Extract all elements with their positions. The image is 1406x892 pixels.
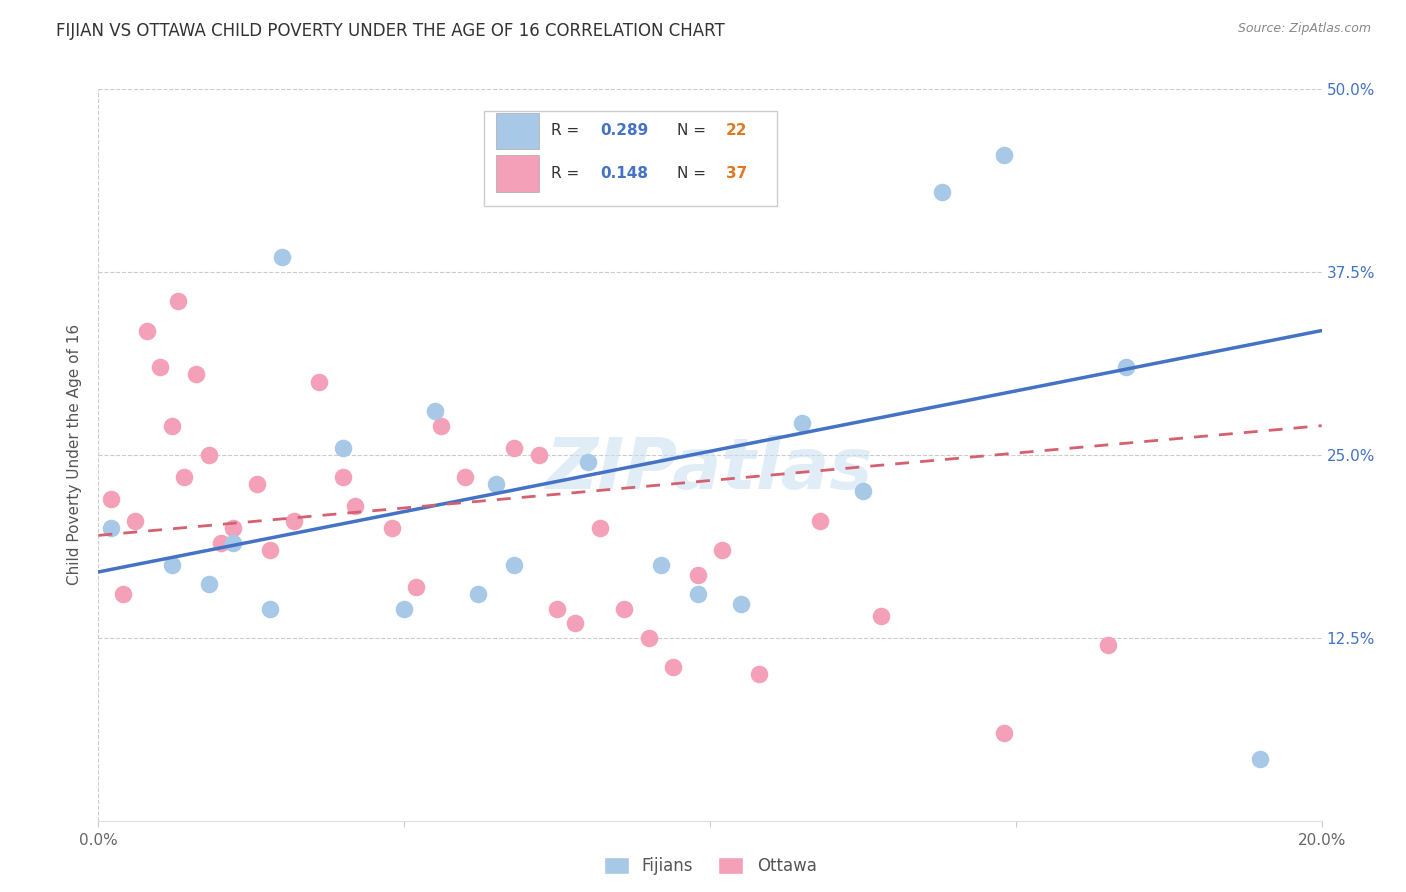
Text: 0.148: 0.148 — [600, 166, 648, 181]
Point — [149, 360, 172, 375]
FancyBboxPatch shape — [496, 155, 538, 192]
Point — [589, 521, 612, 535]
Point — [197, 448, 219, 462]
Point — [931, 185, 953, 199]
Point — [576, 455, 599, 469]
Point — [173, 470, 195, 484]
Point — [197, 576, 219, 591]
Point — [748, 667, 770, 681]
Text: R =: R = — [551, 166, 583, 181]
Text: ZIPatlas: ZIPatlas — [547, 435, 873, 504]
Point — [686, 567, 709, 582]
Point — [270, 251, 292, 265]
Point — [503, 558, 526, 572]
Point — [111, 587, 134, 601]
Point — [808, 514, 831, 528]
Point — [993, 148, 1015, 162]
Point — [686, 587, 709, 601]
Point — [344, 499, 367, 513]
Point — [527, 448, 550, 462]
Point — [662, 660, 685, 674]
Point — [1097, 638, 1119, 652]
Text: N =: N = — [678, 123, 711, 138]
Point — [222, 535, 245, 549]
Point — [546, 601, 568, 615]
FancyBboxPatch shape — [496, 112, 538, 149]
Point — [392, 601, 416, 615]
Point — [730, 597, 752, 611]
Point — [136, 324, 159, 338]
Point — [283, 514, 305, 528]
Point — [613, 601, 636, 615]
Point — [160, 418, 183, 433]
Text: 37: 37 — [725, 166, 747, 181]
Point — [381, 521, 404, 535]
Point — [259, 601, 281, 615]
Point — [246, 477, 269, 491]
Point — [852, 484, 875, 499]
Point — [467, 587, 489, 601]
Point — [870, 608, 893, 623]
Text: N =: N = — [678, 166, 711, 181]
Point — [711, 543, 734, 558]
Point — [405, 580, 427, 594]
Point — [1249, 752, 1271, 766]
Point — [637, 631, 661, 645]
Point — [167, 294, 190, 309]
Y-axis label: Child Poverty Under the Age of 16: Child Poverty Under the Age of 16 — [67, 325, 83, 585]
Point — [564, 616, 586, 631]
Point — [100, 521, 122, 535]
Point — [332, 441, 354, 455]
Point — [790, 416, 813, 430]
Point — [454, 470, 477, 484]
Point — [430, 418, 453, 433]
Text: 22: 22 — [725, 123, 748, 138]
Point — [423, 404, 446, 418]
Point — [160, 558, 183, 572]
Text: Source: ZipAtlas.com: Source: ZipAtlas.com — [1237, 22, 1371, 36]
Point — [332, 470, 354, 484]
Point — [222, 521, 245, 535]
Point — [650, 558, 672, 572]
Point — [259, 543, 281, 558]
Point — [186, 368, 208, 382]
Text: R =: R = — [551, 123, 583, 138]
FancyBboxPatch shape — [484, 112, 778, 206]
Text: FIJIAN VS OTTAWA CHILD POVERTY UNDER THE AGE OF 16 CORRELATION CHART: FIJIAN VS OTTAWA CHILD POVERTY UNDER THE… — [56, 22, 725, 40]
Point — [1115, 360, 1137, 375]
Point — [503, 441, 526, 455]
Point — [485, 477, 508, 491]
Point — [993, 726, 1015, 740]
Point — [209, 535, 232, 549]
Point — [124, 514, 146, 528]
Point — [100, 491, 122, 506]
Text: 0.289: 0.289 — [600, 123, 648, 138]
Legend: Fijians, Ottawa: Fijians, Ottawa — [596, 850, 824, 882]
Point — [308, 375, 330, 389]
